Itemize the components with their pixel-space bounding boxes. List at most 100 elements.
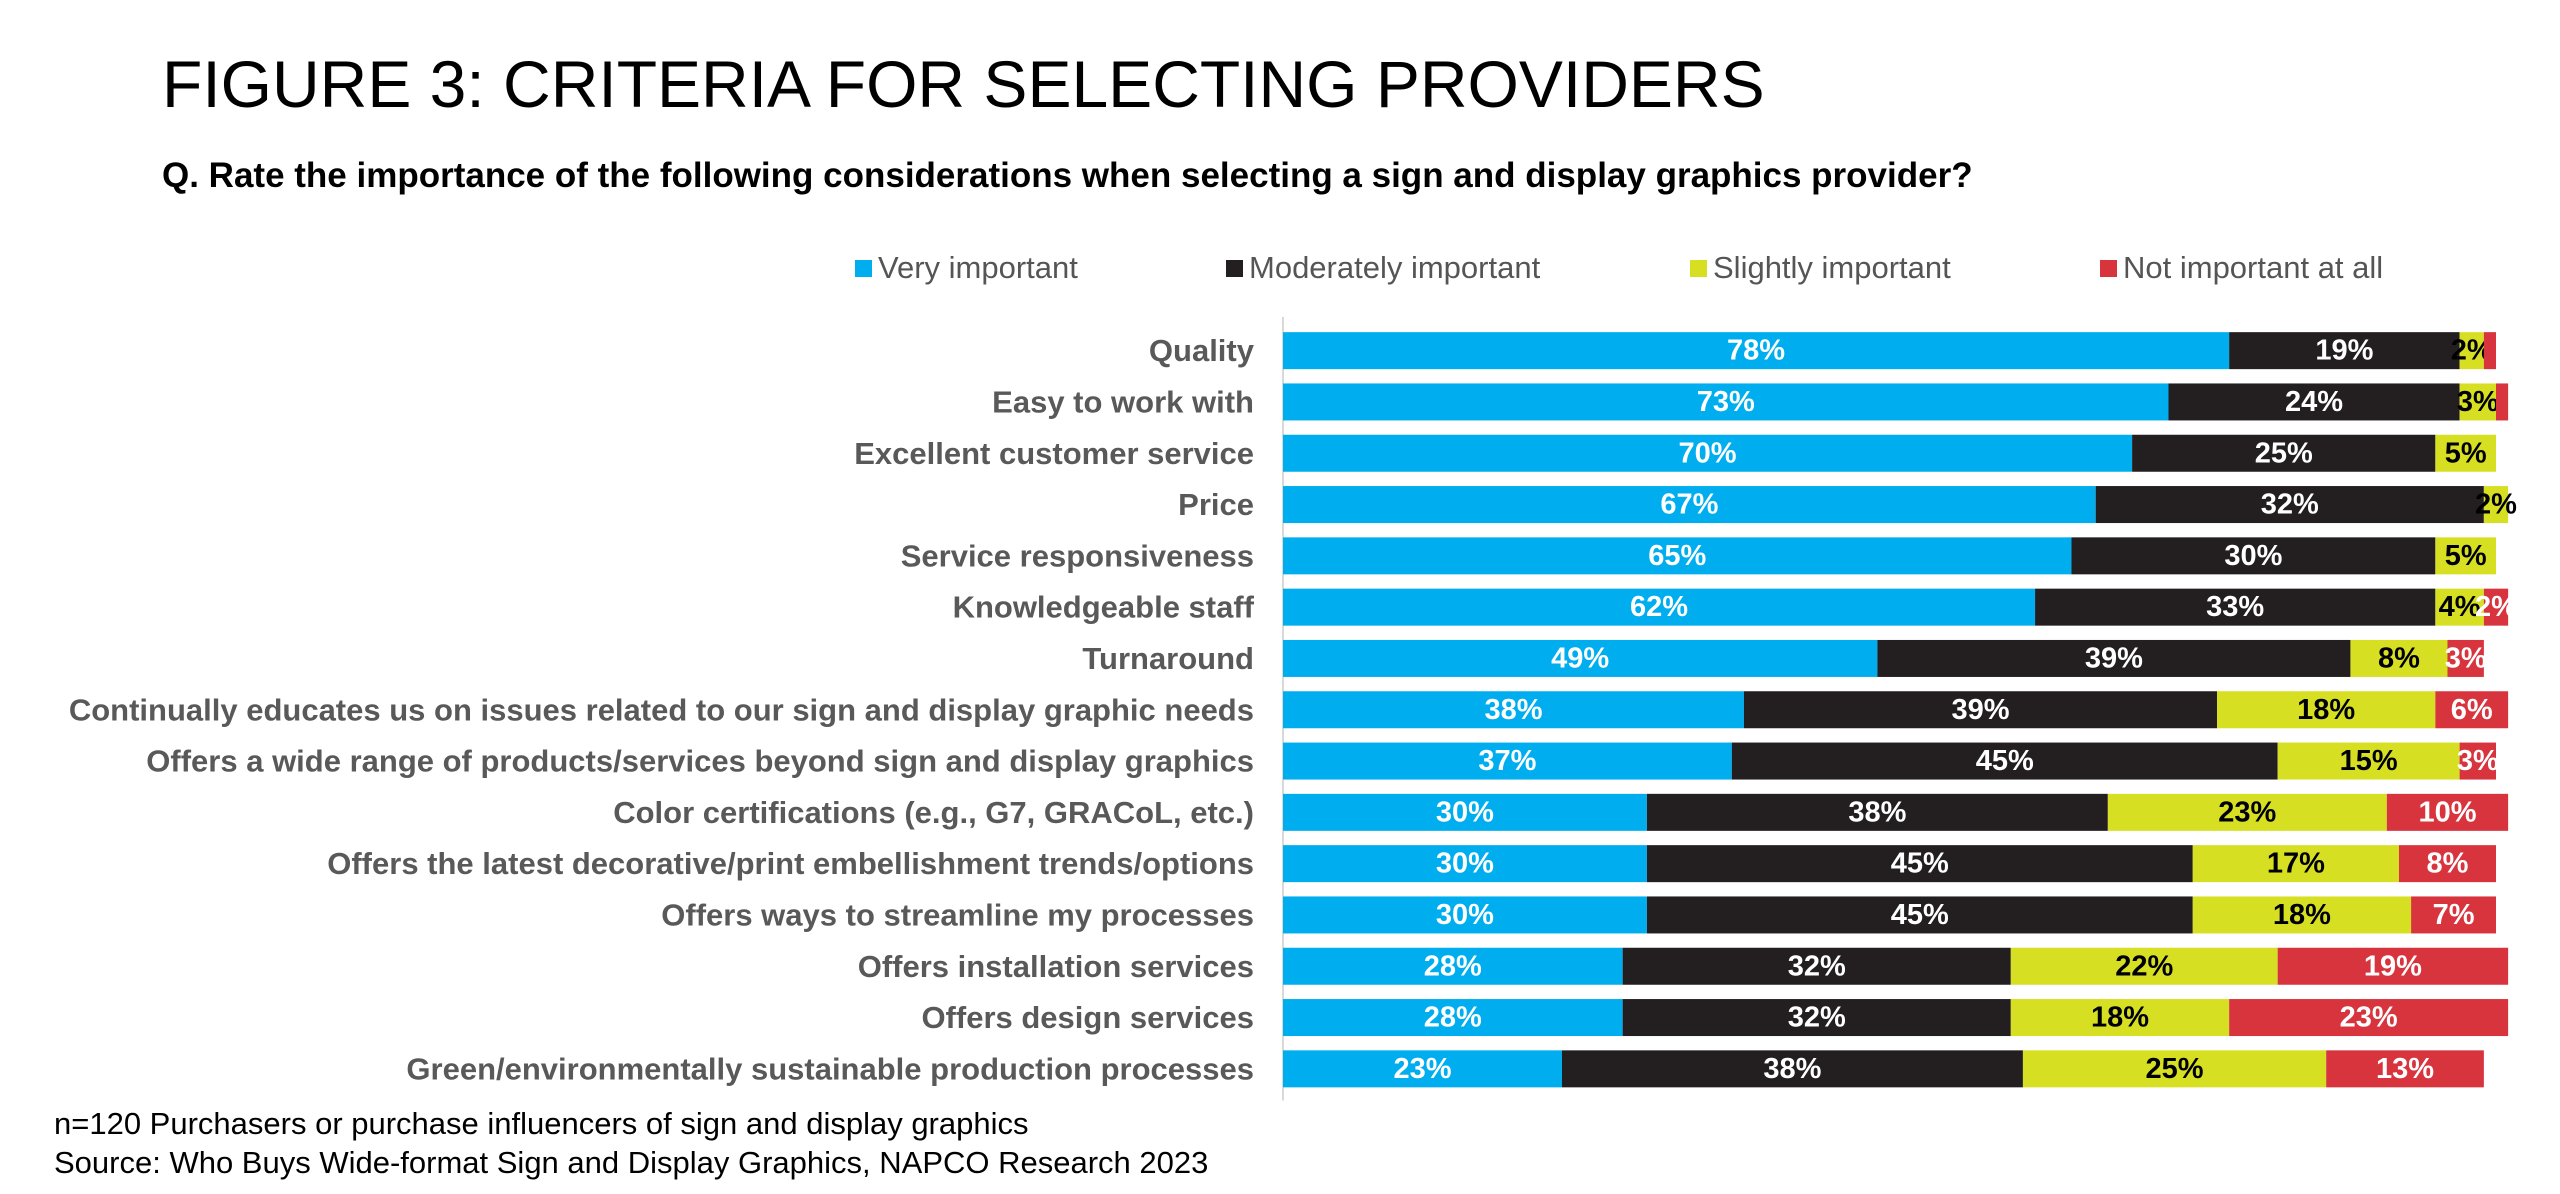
category-label-offers-the-latest-decorative-print-embellishment-trends-options: Offers the latest decorative/print embel…	[327, 846, 1254, 881]
legend-label: Moderately important	[1249, 250, 1541, 285]
bar-very-important-offers-installation-services	[1283, 947, 1623, 985]
footnote: n=120 Purchasers or purchase influencers…	[54, 1104, 1208, 1182]
bar-moderately-important-offers-ways-to-streamline-my-processes	[1646, 896, 2193, 934]
bar-moderately-important-price	[2095, 486, 2484, 524]
data-label-not-important-at-all-color-certifications-e-g-g7-gracol-etc: 10%	[2418, 796, 2476, 828]
bar-not-important-at-all-offers-a-wide-range-of-products-services-beyond-sign-and-display-graphics	[2459, 742, 2496, 780]
bar-not-important-at-all-knowledgeable-staff	[2483, 588, 2509, 626]
bar-not-important-at-all-color-certifications-e-g-g7-gracol-etc	[2386, 793, 2509, 831]
bar-moderately-important-green-environmentally-sustainable-production-processes	[1561, 1050, 2023, 1088]
category-label-green-environmentally-sustainable-production-processes: Green/environmentally sustainable produc…	[406, 1051, 1254, 1086]
data-label-not-important-at-all-offers-a-wide-range-of-products-services-beyond-sign-and-display-graphics: 3%	[2457, 745, 2499, 777]
bar-very-important-offers-a-wide-range-of-products-services-beyond-sign-and-display-graphics	[1283, 742, 1732, 780]
data-label-very-important-continually-educates-us-on-issues-related-to-our-sign-and-display-graphic-needs: 38%	[1484, 694, 1542, 726]
bar-moderately-important-offers-installation-services	[1622, 947, 2011, 985]
bar-very-important-color-certifications-e-g-g7-gracol-etc	[1283, 793, 1647, 831]
data-label-very-important-easy-to-work-with: 73%	[1697, 386, 1755, 418]
data-label-not-important-at-all-turnaround: 3%	[2445, 642, 2487, 674]
bar-not-important-at-all-offers-installation-services	[2277, 947, 2509, 985]
data-label-moderately-important-service-responsiveness: 30%	[2224, 540, 2282, 572]
data-label-moderately-important-knowledgeable-staff: 33%	[2206, 591, 2264, 623]
data-label-not-important-at-all-continually-educates-us-on-issues-related-to-our-sign-and-display-graphic-needs: 6%	[2451, 694, 2493, 726]
data-label-moderately-important-offers-ways-to-streamline-my-processes: 45%	[1891, 899, 1949, 931]
bar-moderately-important-turnaround	[1877, 639, 2351, 677]
bar-not-important-at-all-offers-design-services	[2229, 999, 2509, 1037]
bar-slightly-important-green-environmentally-sustainable-production-processes	[2022, 1050, 2327, 1088]
sample-note: n=120 Purchasers or purchase influencers…	[54, 1106, 1029, 1141]
data-label-slightly-important-offers-the-latest-decorative-print-embellishment-trends-options: 17%	[2267, 848, 2325, 880]
data-label-very-important-service-responsiveness: 65%	[1648, 540, 1706, 572]
chart-legend: Very important Moderately important Slig…	[0, 250, 2560, 294]
bar-very-important-green-environmentally-sustainable-production-processes	[1283, 1050, 1562, 1088]
category-label-continually-educates-us-on-issues-related-to-our-sign-and-display-graphic-needs: Continually educates us on issues relate…	[69, 692, 1254, 727]
data-label-not-important-at-all-offers-design-services: 23%	[2340, 1002, 2398, 1034]
data-label-slightly-important-easy-to-work-with: 3%	[2457, 386, 2499, 418]
legend-item-not-important: Not important at all	[2100, 250, 2383, 286]
bar-not-important-at-all-offers-ways-to-streamline-my-processes	[2411, 896, 2496, 934]
data-label-not-important-at-all-offers-installation-services: 19%	[2364, 950, 2422, 982]
category-label-offers-a-wide-range-of-products-services-beyond-sign-and-display-graphics: Offers a wide range of products/services…	[146, 744, 1254, 779]
category-label-color-certifications-e-g-g7-gracol-etc: Color certifications (e.g., G7, GRACoL, …	[613, 795, 1254, 830]
data-label-very-important-offers-design-services: 28%	[1424, 1002, 1482, 1034]
bar-very-important-turnaround	[1283, 639, 1878, 677]
bar-moderately-important-quality	[2229, 332, 2460, 370]
legend-item-slightly-important: Slightly important	[1690, 250, 1951, 286]
legend-item-very-important: Very important	[855, 250, 1078, 286]
bar-not-important-at-all-turnaround	[2447, 639, 2484, 677]
bar-very-important-service-responsiveness	[1283, 537, 2072, 575]
bar-not-important-at-all-green-environmentally-sustainable-production-processes	[2326, 1050, 2484, 1088]
category-label-service-responsiveness: Service responsiveness	[901, 538, 1254, 573]
bar-not-important-at-all-quality	[2483, 332, 2496, 370]
category-label-excellent-customer-service: Excellent customer service	[854, 436, 1254, 471]
bar-slightly-important-offers-the-latest-decorative-print-embellishment-trends-options	[2192, 845, 2399, 883]
data-label-moderately-important-offers-the-latest-decorative-print-embellishment-trends-options: 45%	[1891, 848, 1949, 880]
data-label-very-important-knowledgeable-staff: 62%	[1630, 591, 1688, 623]
data-label-moderately-important-excellent-customer-service: 25%	[2255, 437, 2313, 469]
data-label-slightly-important-offers-design-services: 18%	[2091, 1002, 2149, 1034]
bar-moderately-important-service-responsiveness	[2071, 537, 2436, 575]
legend-swatch-moderately-important	[1226, 259, 1243, 277]
data-label-slightly-important-continually-educates-us-on-issues-related-to-our-sign-and-display-graphic-needs: 18%	[2297, 694, 2355, 726]
bar-very-important-excellent-customer-service	[1283, 434, 2133, 472]
legend-item-moderately-important: Moderately important	[1226, 250, 1540, 286]
legend-label: Slightly important	[1713, 250, 1951, 285]
data-label-slightly-important-color-certifications-e-g-g7-gracol-etc: 23%	[2218, 796, 2276, 828]
data-label-not-important-at-all-knowledgeable-staff: 2%	[2475, 591, 2517, 623]
data-label-slightly-important-knowledgeable-staff: 4%	[2439, 591, 2481, 623]
category-label-turnaround: Turnaround	[1082, 641, 1254, 676]
bar-not-important-at-all-easy-to-work-with	[2496, 383, 2509, 421]
data-label-slightly-important-excellent-customer-service: 5%	[2445, 437, 2487, 469]
category-label-offers-installation-services: Offers installation services	[858, 949, 1254, 984]
data-label-moderately-important-offers-design-services: 32%	[1788, 1002, 1846, 1034]
bar-not-important-at-all-offers-the-latest-decorative-print-embellishment-trends-options	[2398, 845, 2496, 883]
bar-moderately-important-excellent-customer-service	[2132, 434, 2436, 472]
bar-very-important-knowledgeable-staff	[1283, 588, 2036, 626]
category-label-knowledgeable-staff: Knowledgeable staff	[953, 590, 1255, 625]
data-label-very-important-price: 67%	[1660, 489, 1718, 521]
data-label-moderately-important-price: 32%	[2261, 489, 2319, 521]
data-label-very-important-offers-the-latest-decorative-print-embellishment-trends-options: 30%	[1436, 848, 1494, 880]
category-label-price: Price	[1178, 487, 1254, 522]
legend-label: Not important at all	[2123, 250, 2384, 285]
bar-slightly-important-color-certifications-e-g-g7-gracol-etc	[2107, 793, 2387, 831]
bar-slightly-important-service-responsiveness	[2435, 537, 2496, 575]
data-label-very-important-excellent-customer-service: 70%	[1679, 437, 1737, 469]
bar-slightly-important-offers-a-wide-range-of-products-services-beyond-sign-and-display-graphics	[2277, 742, 2460, 780]
data-label-not-important-at-all-offers-ways-to-streamline-my-processes: 7%	[2433, 899, 2475, 931]
data-label-moderately-important-color-certifications-e-g-g7-gracol-etc: 38%	[1848, 796, 1906, 828]
data-label-moderately-important-turnaround: 39%	[2085, 642, 2143, 674]
legend-swatch-slightly-important	[1690, 259, 1707, 277]
category-label-offers-ways-to-streamline-my-processes: Offers ways to streamline my processes	[661, 897, 1254, 932]
data-label-very-important-offers-a-wide-range-of-products-services-beyond-sign-and-display-graphics: 37%	[1478, 745, 1536, 777]
bar-moderately-important-continually-educates-us-on-issues-related-to-our-sign-and-display-graphic-needs	[1743, 691, 2218, 729]
source-note: Source: Who Buys Wide-format Sign and Di…	[54, 1145, 1209, 1180]
bar-moderately-important-easy-to-work-with	[2168, 383, 2460, 421]
bar-very-important-continually-educates-us-on-issues-related-to-our-sign-and-display-graphic-needs	[1283, 691, 1744, 729]
data-label-slightly-important-service-responsiveness: 5%	[2445, 540, 2487, 572]
data-label-very-important-quality: 78%	[1727, 335, 1785, 367]
bar-very-important-quality	[1283, 332, 2230, 370]
bar-slightly-important-offers-design-services	[2010, 999, 2230, 1037]
figure-title: FIGURE 3: CRITERIA FOR SELECTING PROVIDE…	[162, 47, 1765, 121]
data-label-moderately-important-quality: 19%	[2315, 335, 2373, 367]
